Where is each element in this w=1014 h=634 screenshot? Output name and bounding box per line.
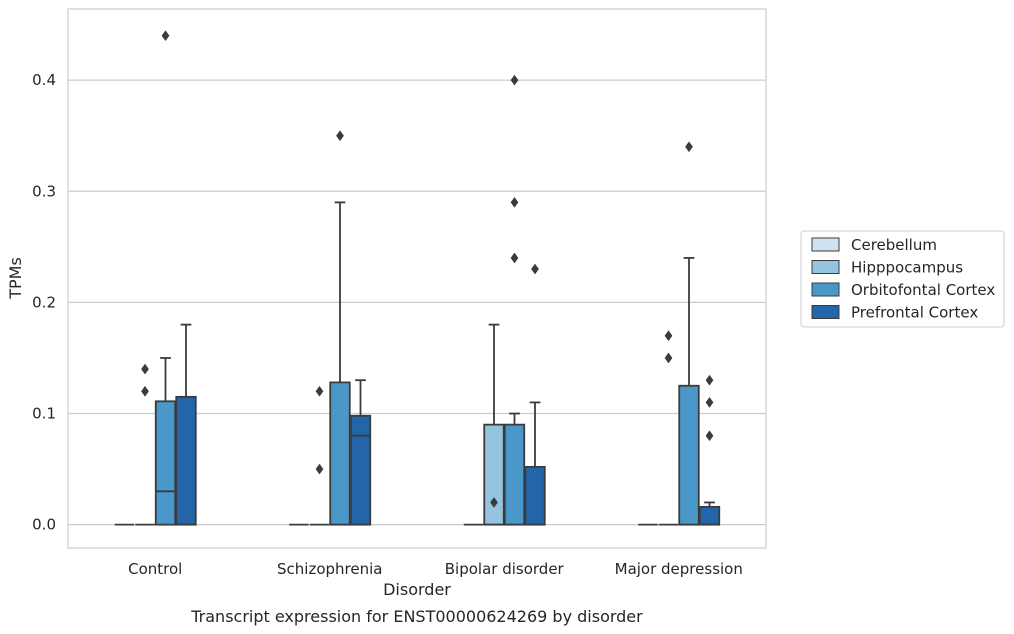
box-body bbox=[698, 505, 721, 526]
box-body bbox=[524, 465, 546, 526]
outlier-point bbox=[685, 141, 693, 153]
y-tick-label: 0.1 bbox=[32, 405, 56, 423]
x-tick-label: Major depression bbox=[615, 560, 743, 578]
outlier-point bbox=[531, 263, 539, 275]
x-tick-label: Control bbox=[128, 560, 182, 578]
x-tick-labels: Control Schizophrenia Bipolar disorder Majo… bbox=[128, 560, 743, 578]
box-body bbox=[329, 381, 351, 526]
box-prefrontal-cortex bbox=[698, 374, 721, 526]
box-body bbox=[483, 423, 505, 526]
outlier-point bbox=[705, 430, 714, 442]
legend-label: Orbitofontal Cortex bbox=[851, 281, 995, 299]
box-orbitofontal-cortex bbox=[678, 141, 700, 526]
y-tick-label: 0.4 bbox=[32, 71, 56, 89]
box-hipppocampus bbox=[483, 323, 505, 526]
box-orbitofontal-cortex bbox=[503, 74, 526, 526]
outlier-point bbox=[315, 463, 324, 475]
outlier-point bbox=[161, 30, 170, 42]
box-prefrontal-cortex bbox=[175, 323, 197, 526]
box-prefrontal-cortex bbox=[349, 379, 372, 526]
box-body bbox=[349, 414, 372, 526]
box-hipppocampus bbox=[658, 330, 679, 526]
outlier-point bbox=[664, 352, 673, 364]
box-body bbox=[175, 395, 197, 526]
box-hipppocampus bbox=[135, 363, 155, 526]
plot-frame bbox=[67, 8, 767, 549]
box-body bbox=[503, 423, 526, 526]
outlier-point bbox=[664, 330, 673, 342]
outlier-point bbox=[510, 252, 519, 264]
outlier-point bbox=[336, 130, 344, 142]
box-orbitofontal-cortex bbox=[329, 130, 351, 526]
outlier-point bbox=[315, 385, 324, 397]
legend-swatch bbox=[811, 260, 840, 274]
y-tick-label: 0.3 bbox=[32, 182, 56, 200]
box-hipppocampus bbox=[309, 385, 330, 526]
outlier-point bbox=[510, 196, 519, 208]
legend-swatch bbox=[811, 237, 840, 252]
x-tick-label: Bipolar disorder bbox=[445, 560, 565, 578]
chart-caption: Transcript expression for ENST0000062426… bbox=[190, 607, 643, 626]
box-body bbox=[154, 400, 177, 526]
boxes bbox=[114, 30, 721, 526]
legend-frame bbox=[800, 230, 1005, 328]
legend-label: Hipppocampus bbox=[851, 259, 963, 277]
y-tick-label: 0.2 bbox=[32, 293, 56, 311]
box-prefrontal-cortex bbox=[524, 263, 546, 526]
box-orbitofontal-cortex bbox=[154, 30, 177, 526]
outlier-point bbox=[705, 396, 714, 408]
x-axis-title: Disorder bbox=[383, 580, 451, 599]
legend: Cerebellum Hipppocampus Orbitofontal Corte… bbox=[800, 230, 1005, 328]
legend-label: Prefrontal Cortex bbox=[851, 304, 978, 322]
legend-swatch bbox=[811, 305, 840, 319]
outlier-point bbox=[490, 497, 498, 508]
legend-label: Cerebellum bbox=[851, 236, 937, 254]
y-tick-label: 0.0 bbox=[32, 516, 56, 534]
y-axis-title: TPMs bbox=[6, 257, 25, 300]
box-body bbox=[678, 384, 700, 526]
y-tick-labels: 0.0 0.1 0.2 0.3 0.4 bbox=[32, 71, 56, 534]
outlier-point bbox=[141, 363, 149, 375]
outlier-point bbox=[510, 74, 519, 86]
outlier-point bbox=[141, 385, 149, 397]
outlier-point bbox=[705, 374, 714, 386]
legend-swatch bbox=[811, 282, 840, 297]
x-tick-label: Schizophrenia bbox=[277, 560, 382, 578]
